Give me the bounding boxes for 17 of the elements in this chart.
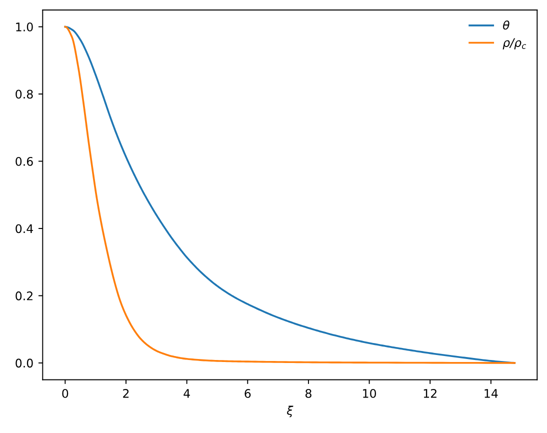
legend-label: ρ/ρ$_{c}$ [502,38,526,50]
x-tick-label: 12 [424,388,436,398]
y-tick-label: 0.0 [16,358,33,368]
x-tick-label: 6 [244,388,251,398]
y-tick-label: 0.4 [16,224,33,234]
x-tick-label: 2 [123,388,129,398]
legend-label: θ [503,20,510,30]
y-tick-label: 0.6 [16,156,33,166]
y-tick-label: 0.8 [16,90,33,99]
x-tick-label: 10 [363,388,376,398]
y-tick-label: 0.2 [16,291,32,300]
x-axis-title: ξ [287,406,294,418]
x-tick-label: 4 [184,389,190,398]
x-tick-label: 8 [306,388,312,398]
x-tick-label: 14 [484,389,498,398]
y-tick-label: 1.0 [16,22,33,32]
x-tick-label: 0 [62,388,68,398]
